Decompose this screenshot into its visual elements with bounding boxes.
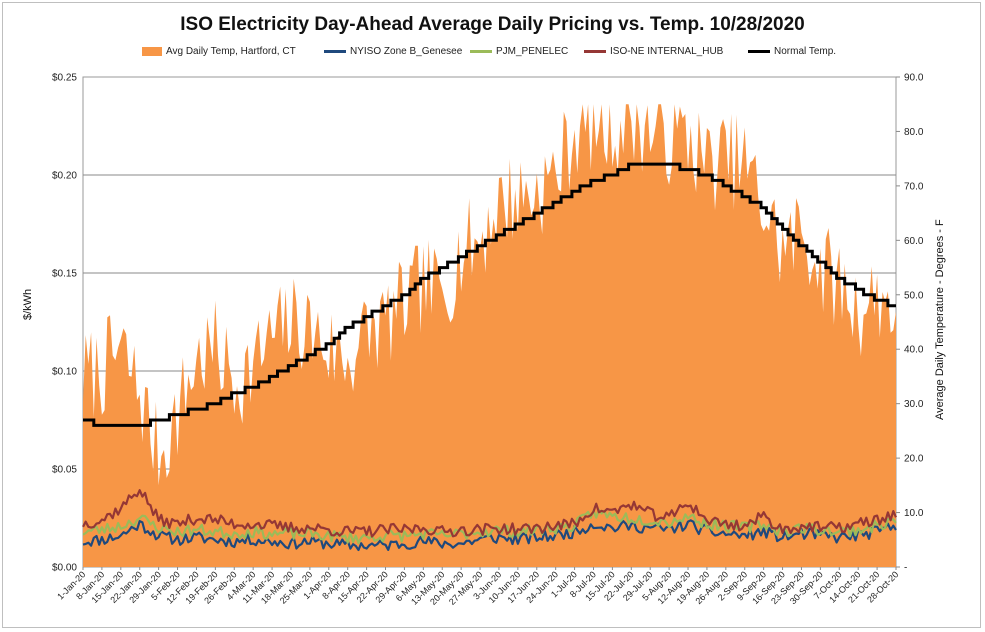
- y-tick-right-1: 10.0: [904, 508, 924, 519]
- y-tick-left-5: $0.25: [52, 73, 77, 84]
- y-tick-right-5: 50.0: [904, 290, 924, 301]
- y-tick-right-6: 60.0: [904, 236, 924, 247]
- y-tick-right-7: 70.0: [904, 181, 924, 192]
- series-area-temp: [83, 104, 896, 567]
- legend-item-pjm: PJM_PENELEC: [470, 46, 568, 57]
- y-tick-right-8: 80.0: [904, 127, 924, 138]
- y-tick-right-2: 20.0: [904, 454, 924, 465]
- legend-swatch-nyiso: [324, 50, 346, 53]
- legend-item-temp: Avg Daily Temp, Hartford, CT: [142, 46, 296, 57]
- legend-label-pjm: PJM_PENELEC: [496, 46, 569, 57]
- series-line-pjm: [82, 508, 897, 545]
- y-tick-right-0: -: [904, 563, 907, 574]
- y-tick-left-3: $0.15: [52, 269, 77, 280]
- legend-label-normal: Normal Temp.: [774, 46, 837, 57]
- legend-label-temp: Avg Daily Temp, Hartford, CT: [166, 46, 296, 57]
- legend: Avg Daily Temp, Hartford, CT NYISO Zone …: [0, 46, 985, 62]
- y-tick-right-3: 30.0: [904, 399, 924, 410]
- legend-swatch-temp: [142, 47, 162, 56]
- y-tick-right-4: 40.0: [904, 345, 924, 356]
- legend-item-isone: ISO-NE INTERNAL_HUB: [584, 46, 723, 57]
- y-tick-right-9: 90.0: [904, 73, 924, 84]
- legend-label-isone: ISO-NE INTERNAL_HUB: [610, 46, 724, 57]
- series-line-isone: [82, 489, 898, 538]
- y-tick-left-2: $0.10: [52, 367, 77, 378]
- legend-swatch-isone: [584, 50, 606, 53]
- y-tick-left-4: $0.20: [52, 171, 77, 182]
- y-tick-left-0: $0.00: [52, 563, 77, 574]
- legend-item-nyiso: NYISO Zone B_Genesee: [324, 46, 462, 57]
- series-line-normal-temp: [83, 162, 896, 427]
- chart-title: ISO Electricity Day-Ahead Average Daily …: [180, 14, 805, 35]
- legend-swatch-normal: [748, 50, 770, 53]
- legend-label-nyiso: NYISO Zone B_Genesee: [350, 46, 463, 57]
- y-tick-left-1: $0.05: [52, 465, 77, 476]
- legend-swatch-pjm: [470, 50, 492, 53]
- legend-item-normal: Normal Temp.: [748, 46, 836, 57]
